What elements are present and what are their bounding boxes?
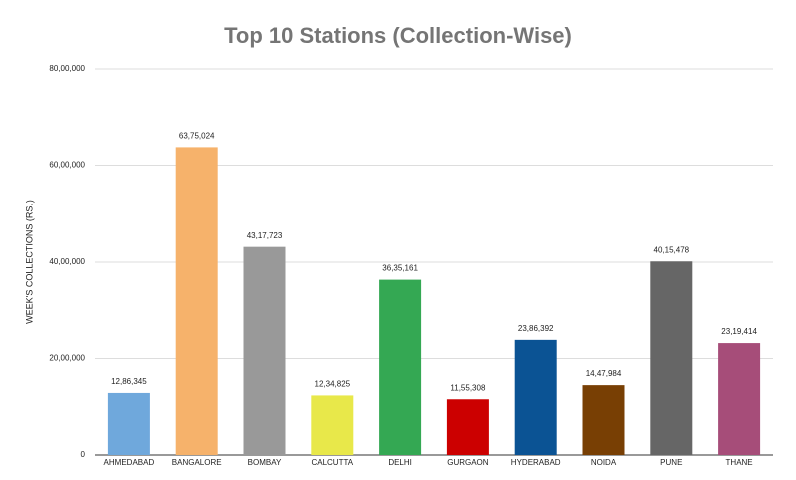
- y-tick-label: 60,00,000: [49, 161, 85, 170]
- bar: [650, 261, 693, 455]
- value-label: 12,34,825: [315, 380, 351, 389]
- value-label: 23,86,392: [518, 324, 554, 333]
- bar: [379, 279, 422, 455]
- value-label: 63,75,024: [179, 132, 215, 141]
- value-label: 11,55,308: [450, 383, 486, 392]
- x-tick-label: AHMEDABAD: [104, 458, 155, 467]
- x-tick-label: BOMBAY: [248, 458, 282, 467]
- y-tick-label: 20,00,000: [49, 354, 85, 363]
- x-tick-label: BANGALORE: [172, 458, 222, 467]
- x-tick-label: CALCUTTA: [311, 458, 353, 467]
- bar: [514, 339, 557, 455]
- value-label: 36,35,161: [382, 264, 418, 273]
- y-axis-title: WEEK'S COLLECTIONS (RS.): [24, 200, 34, 324]
- value-label: 12,86,345: [111, 377, 147, 386]
- value-label: 40,15,478: [654, 245, 690, 254]
- y-tick-label: 40,00,000: [49, 257, 85, 266]
- x-tick-label: GURGAON: [447, 458, 489, 467]
- x-tick-label: HYDERABAD: [511, 458, 561, 467]
- bar: [107, 392, 150, 455]
- y-tick-label: 80,00,000: [49, 64, 85, 73]
- x-tick-label: DELHI: [388, 458, 412, 467]
- bar: [582, 385, 625, 455]
- bar: [175, 147, 218, 455]
- y-tick-label: 0: [81, 450, 86, 459]
- x-tick-label: THANE: [726, 458, 753, 467]
- chart-title: Top 10 Stations (Collection-Wise): [224, 23, 572, 48]
- x-tick-label: PUNE: [660, 458, 682, 467]
- bar: [446, 399, 489, 455]
- value-label: 14,47,984: [586, 369, 622, 378]
- bar: [243, 246, 286, 455]
- value-label: 23,19,414: [721, 327, 757, 336]
- value-label: 43,17,723: [247, 231, 283, 240]
- bar: [718, 343, 761, 455]
- bar: [311, 395, 354, 455]
- x-tick-label: NOIDA: [591, 458, 617, 467]
